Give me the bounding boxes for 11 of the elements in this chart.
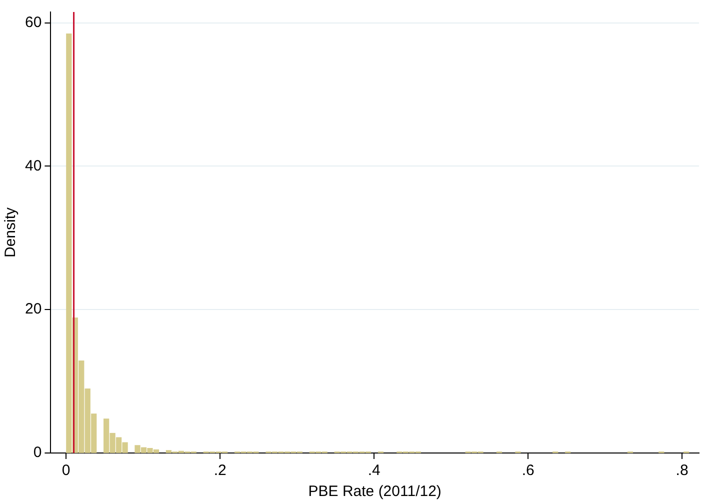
x-tick-label: .6 [522,462,534,480]
y-axis-title: Density [2,207,20,258]
y-tick-label: 0 [33,444,42,462]
y-tick-label: 20 [24,300,42,318]
y-tick-label: 40 [24,157,42,174]
x-tick-label: .2 [214,462,226,480]
x-tick-label: .8 [676,462,688,480]
x-axis-title: PBE Rate (2011/12) [308,483,442,500]
y-tick-label: 60 [24,14,42,31]
x-tick-label: .4 [368,462,380,480]
x-tick-label: 0 [62,462,70,480]
